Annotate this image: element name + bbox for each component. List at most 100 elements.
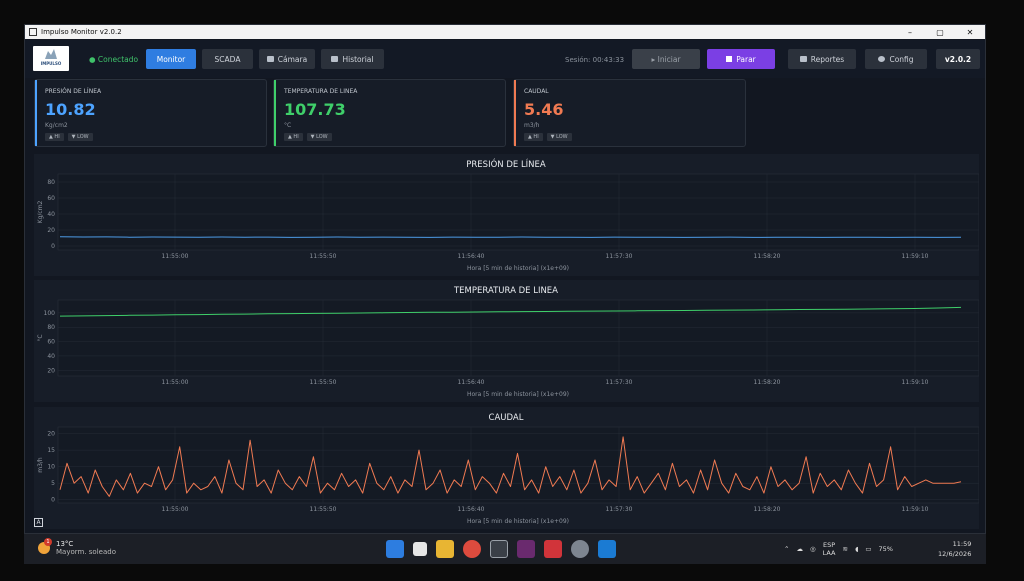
close-button[interactable]: ✕ [966,27,974,37]
app-window: Impulso Monitor v2.0.2 – ▢ ✕ IMPULSO ● C… [24,24,986,534]
x-tick-label: 11:55:00 [162,253,189,260]
x-tick-label: 11:57:30 [606,379,633,386]
minimize-button[interactable]: – [908,27,912,37]
plot-area [57,426,979,504]
app-icon [29,28,37,36]
tab-scada-label: SCADA [214,54,241,64]
outlook-icon[interactable] [598,540,616,558]
hi-alarm-chip[interactable]: ▲ HI [284,133,303,141]
sync-icon[interactable]: ◎ [809,545,816,553]
x-tick-label: 11:59:10 [902,379,929,386]
history-icon [331,56,339,62]
stop-button[interactable]: Parar [707,49,775,69]
hi-alarm-chip[interactable]: ▲ HI [524,133,543,141]
keyboard-layout: LAA [822,549,836,557]
start-button[interactable]: ▸ Iniciar [632,49,700,69]
tab-monitor[interactable]: Monitor [146,49,196,69]
anydesk-icon[interactable] [544,540,562,558]
x-tick-label: 11:58:20 [754,253,781,260]
config-button-label: Config [889,54,914,64]
x-tick-label: 11:59:10 [902,253,929,260]
chart-presion: PRESIÓN DE LÍNEA 0 20 40 60 80 11:55:00 11:55:5… [37,158,979,272]
kpi-card-temperatura: TEMPERATURA DE LINEA 107.73 °C ▲ HI ▼ LOW [273,79,506,147]
x-axis-label: Hora [5 min de historia] (x1e+09) [467,518,569,525]
x-tick-label: 11:57:30 [606,506,633,513]
cloud-icon[interactable]: ☁ [796,545,803,553]
slack-icon[interactable] [517,540,535,558]
x-tick-label: 11:56:40 [458,506,485,513]
low-alarm-chip[interactable]: ▼ LOW [546,133,572,141]
low-alarm-chip[interactable]: ▼ LOW [67,133,93,141]
reports-button[interactable]: Reportes [788,49,856,69]
file-explorer-icon[interactable] [436,540,454,558]
y-tick-label: 40 [47,353,55,360]
x-axis-label: Hora [5 min de historia] (x1e+09) [467,265,569,272]
wifi-icon[interactable]: ≋ [842,545,848,553]
sun-icon: 1 [38,538,52,554]
kpi-value: 5.46 [524,100,564,119]
chart-title: TEMPERATURA DE LINEA [453,286,558,296]
chart-panel-presion: PRESIÓN DE LÍNEA 0 20 40 60 80 11:55:00 11:55:5… [34,154,979,276]
y-tick-label: 80 [47,179,55,186]
volume-icon[interactable]: ◖ [854,545,859,553]
window-title: Impulso Monitor v2.0.2 [41,28,122,36]
title-bar: Impulso Monitor v2.0.2 – ▢ ✕ [25,25,985,39]
logo-mark [45,49,57,59]
version-label: v2.0.2 [944,54,972,64]
gear-icon [878,56,886,62]
low-alarm-chip[interactable]: ▼ LOW [306,133,332,141]
x-tick-label: 11:57:30 [606,253,633,260]
y-tick-label: 15 [47,447,55,454]
settings-icon[interactable] [571,540,589,558]
plot-area [57,173,979,251]
kpi-card-caudal: CAUDAL 5.46 m3/h ▲ HI ▼ LOW [513,79,746,147]
x-tick-label: 11:55:00 [162,506,189,513]
series-line [59,436,962,497]
chevron-up-icon[interactable]: ⌃ [784,545,790,553]
stop-button-label: Parar [736,54,756,64]
tab-historial[interactable]: Historial [321,49,384,69]
y-tick-label: 20 [47,367,55,374]
session-timer: Sesión: 00:43:33 [565,56,625,64]
battery-icon[interactable]: ▭ [865,545,872,553]
hi-alarm-chip[interactable]: ▲ HI [45,133,64,141]
chart-panel-caudal: CAUDAL 0 5 10 15 20 11:55:00 11:55:50 11:56:40 11… [34,407,979,529]
clock[interactable]: 11:59 12/6/2026 [938,539,971,559]
chrome-icon[interactable] [463,540,481,558]
stop-icon [726,56,733,62]
tab-scada[interactable]: SCADA [202,49,253,69]
kpi-unit: Kg/cm2 [45,122,68,129]
weather-widget[interactable]: 1 13°C Mayorm. soleado [38,538,116,556]
series-line [59,236,962,238]
maximize-button[interactable]: ▢ [936,27,944,37]
kpi-unit: m3/h [524,122,540,129]
y-tick-label: 10 [47,464,55,471]
y-tick-label: 40 [47,211,55,218]
kpi-accent-bar [514,80,516,146]
language-indicator[interactable]: ESP LAA [823,541,836,557]
weather-temp: 13°C [56,540,74,548]
x-tick-label: 11:56:40 [458,379,485,386]
start-menu-icon[interactable] [386,540,404,558]
task-view-icon[interactable] [413,542,427,556]
terminal-icon[interactable] [490,540,508,558]
notification-badge: 1 [44,538,52,546]
y-axis-label: °C [37,334,44,341]
chart-caudal: CAUDAL 0 5 10 15 20 11:55:00 11:55:50 11:56:40 11… [37,413,979,525]
y-tick-label: 0 [51,243,55,250]
kpi-card-presion: PRESIÓN DE LÍNEA 10.82 Kg/cm2 ▲ HI ▼ LOW [34,79,267,147]
battery-percent: 75% [878,545,893,553]
x-tick-label: 11:59:10 [902,506,929,513]
tab-camara[interactable]: Cámara [259,49,315,69]
clock-time: 11:59 [952,540,972,548]
version-button[interactable]: v2.0.2 [936,49,980,69]
y-tick-label: 0 [51,497,55,504]
y-tick-label: 100 [44,310,56,317]
taskbar: 1 13°C Mayorm. soleado ⌃ ☁ ◎ ESP LAA ≋ ◖ … [24,534,986,564]
kpi-unit: °C [284,122,292,129]
autoscale-icon[interactable]: A [34,518,43,527]
config-button[interactable]: Config [865,49,927,69]
kpi-accent-bar [35,80,37,146]
series-line [59,306,962,317]
chart-panel-temperatura: TEMPERATURA DE LINEA 20 40 60 80 100 11:55:00 1… [34,280,979,402]
